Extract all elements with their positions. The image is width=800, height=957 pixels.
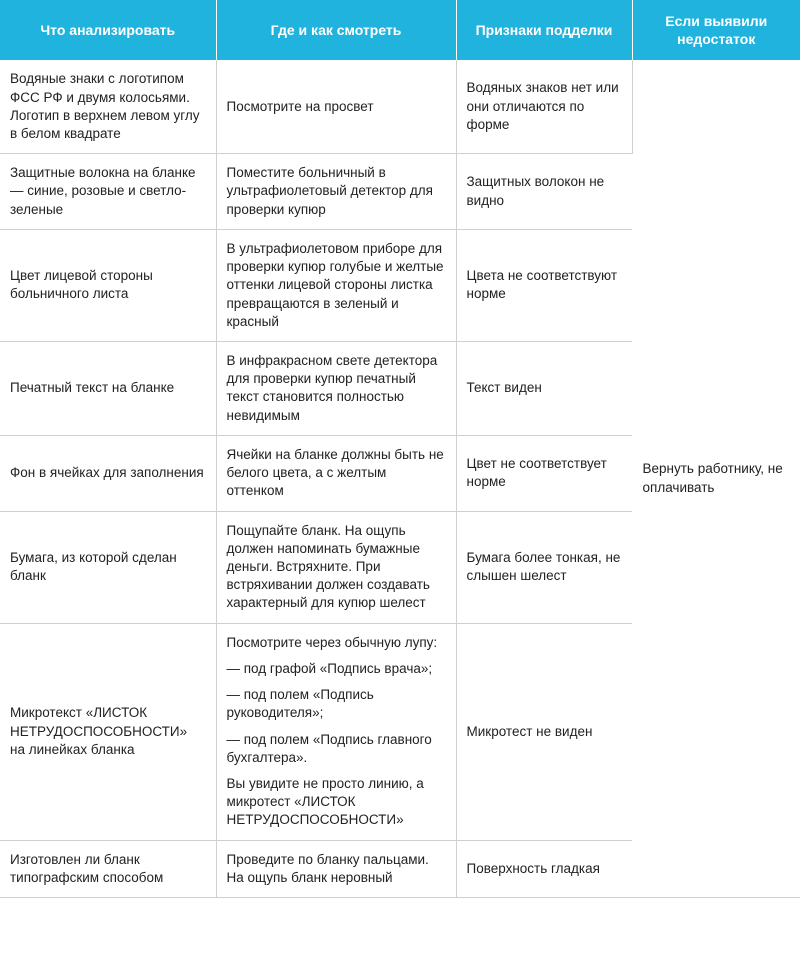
cell-how: Ячейки на бланке должны быть не белого ц… xyxy=(216,435,456,511)
cell-analyze: Защитные волокна на бланке — синие, розо… xyxy=(0,154,216,230)
cell-analyze: Печатный текст на бланке xyxy=(0,342,216,436)
cell-how: В ультрафиолетовом приборе для проверки … xyxy=(216,229,456,341)
cell-signs: Поверхность гладкая xyxy=(456,840,632,897)
cell-analyze: Бумага, из которой сделан бланк xyxy=(0,511,216,623)
cell-how: Поместите больничный в ультрафиолетовый … xyxy=(216,154,456,230)
cell-signs: Цвета не соответствуют норме xyxy=(456,229,632,341)
cell-signs: Микротест не виден xyxy=(456,623,632,840)
how-line: — под графой «Подпись врача»; xyxy=(227,660,446,678)
cell-how-multi: Посмотрите через обычную лупу: — под гра… xyxy=(216,623,456,840)
table-row: Водяные знаки с логотипом ФСС РФ и двумя… xyxy=(0,60,800,153)
cell-how: В инфракрасном свете детектора для прове… xyxy=(216,342,456,436)
how-line: — под полем «Подпись руководителя»; xyxy=(227,686,446,722)
cell-action-merged: Вернуть работнику, не оплачивать xyxy=(632,60,800,897)
cell-signs: Водяных знаков нет или они отличаются по… xyxy=(456,60,632,153)
header-how: Где и как смотреть xyxy=(216,0,456,60)
cell-analyze: Фон в ячейках для заполнения xyxy=(0,435,216,511)
verification-table: Что анализировать Где и как смотреть При… xyxy=(0,0,800,898)
table-header-row: Что анализировать Где и как смотреть При… xyxy=(0,0,800,60)
cell-how: Проведите по бланку пальцами. На ощупь б… xyxy=(216,840,456,897)
header-action: Если выявили недостаток xyxy=(632,0,800,60)
cell-analyze: Микротекст «ЛИСТОК НЕТРУДОСПОСОБНОСТИ» н… xyxy=(0,623,216,840)
cell-signs: Бумага более тонкая, не слышен шелест xyxy=(456,511,632,623)
cell-how: Пощупайте бланк. На ощупь должен напомин… xyxy=(216,511,456,623)
cell-analyze: Цвет лицевой стороны больничного листа xyxy=(0,229,216,341)
table-body: Водяные знаки с логотипом ФСС РФ и двумя… xyxy=(0,60,800,897)
how-line: Вы увидите не просто линию, а микротест … xyxy=(227,775,446,830)
cell-how: Посмотрите на просвет xyxy=(216,60,456,153)
cell-analyze: Водяные знаки с логотипом ФСС РФ и двумя… xyxy=(0,60,216,153)
header-analyze: Что анализировать xyxy=(0,0,216,60)
cell-analyze: Изготовлен ли бланк типографским способо… xyxy=(0,840,216,897)
header-signs: Признаки подделки xyxy=(456,0,632,60)
cell-signs: Текст виден xyxy=(456,342,632,436)
how-line: Посмотрите через обычную лупу: xyxy=(227,634,446,652)
cell-signs: Цвет не соответствует норме xyxy=(456,435,632,511)
how-line: — под полем «Подпись главного бухгалтера… xyxy=(227,731,446,767)
cell-signs: Защитных волокон не видно xyxy=(456,154,632,230)
